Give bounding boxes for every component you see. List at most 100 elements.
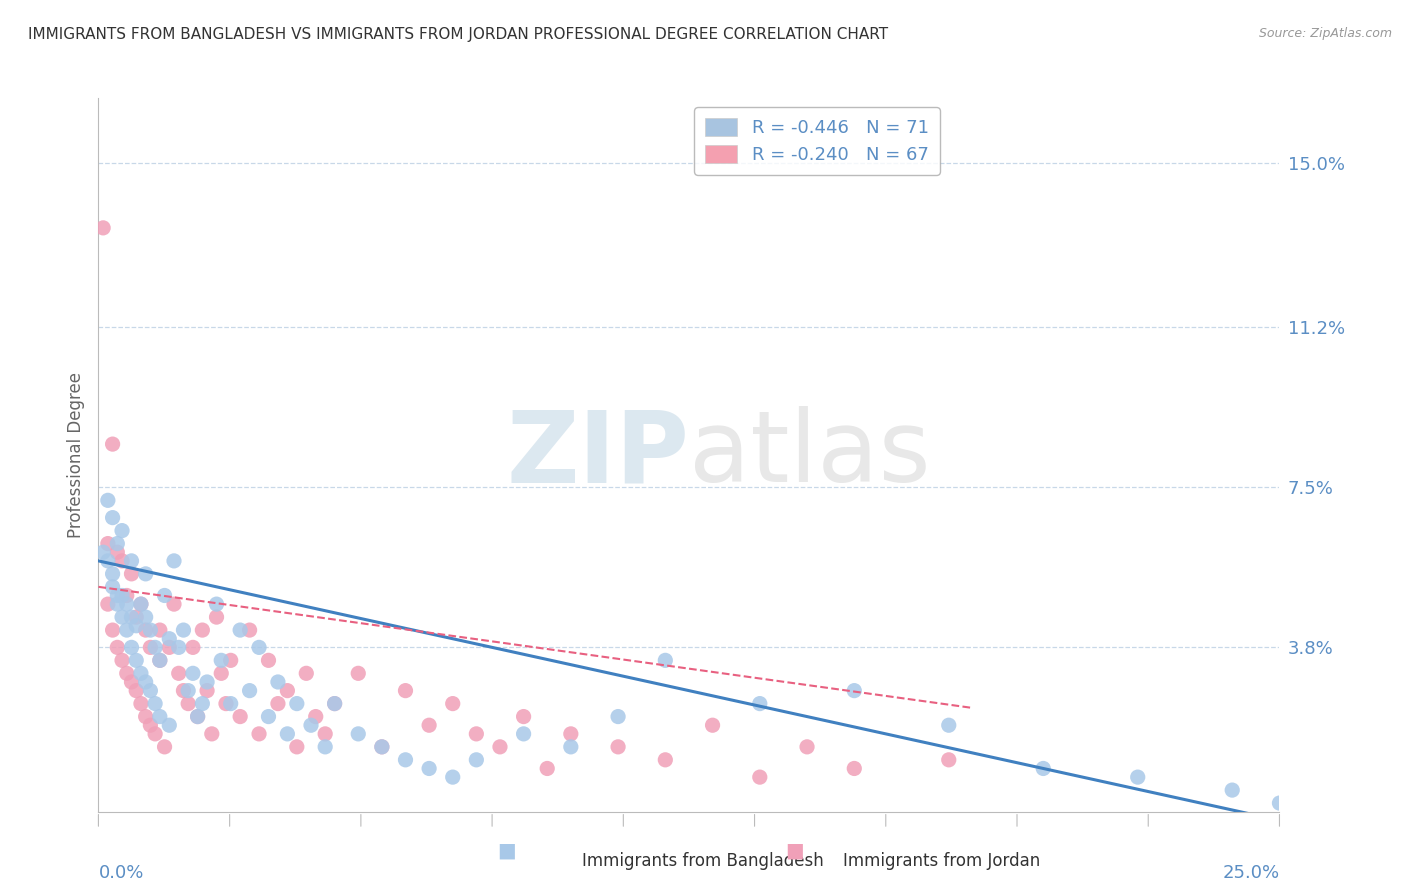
Point [267,675,290,690]
Text: ZIP: ZIP [506,407,689,503]
Point [441,770,464,784]
Point [748,697,770,711]
Point [101,566,124,581]
Point [181,640,204,655]
Point [181,666,204,681]
Point [796,739,818,754]
Point [347,666,370,681]
Point [135,610,157,624]
Point [219,653,242,667]
Point [101,510,124,524]
Point [702,718,724,732]
Text: 0.0%: 0.0% [98,863,143,881]
Point [129,697,152,711]
Point [285,739,308,754]
Point [115,666,138,681]
Point [149,653,172,667]
Point [121,566,143,581]
Point [143,727,166,741]
Point [607,739,630,754]
Point [257,709,280,723]
Point [135,675,157,690]
Point [560,739,582,754]
Point [163,554,186,568]
Point [229,623,252,637]
Point [239,683,262,698]
Point [97,493,120,508]
Point [418,762,440,776]
Point [111,610,134,624]
Point [441,697,464,711]
Point [465,753,488,767]
Point [125,619,148,633]
Point [512,727,534,741]
Point [1220,783,1243,797]
Point [239,623,262,637]
Point [347,727,370,741]
Point [1268,796,1291,810]
Point [167,640,190,655]
Point [125,610,148,624]
Point [121,675,143,690]
Point [172,683,194,698]
Point [149,623,172,637]
Text: ▪: ▪ [496,836,516,865]
Point [512,709,534,723]
Point [299,718,322,732]
Point [139,623,162,637]
Point [371,739,394,754]
Point [91,545,114,559]
Point [139,683,162,698]
Point [844,683,866,698]
Point [139,718,162,732]
Text: atlas: atlas [689,407,931,503]
Point [143,640,166,655]
Point [129,597,152,611]
Point [276,683,298,698]
Point [1126,770,1149,784]
Text: ▪: ▪ [785,836,804,865]
Point [115,597,138,611]
Point [101,437,124,451]
Text: Source: ZipAtlas.com: Source: ZipAtlas.com [1258,27,1392,40]
Point [394,683,416,698]
Point [157,640,180,655]
Point [247,640,270,655]
Point [149,653,172,667]
Point [135,566,157,581]
Text: Immigrants from Jordan: Immigrants from Jordan [844,852,1040,870]
Point [195,675,218,690]
Point [135,623,157,637]
Point [105,640,128,655]
Point [157,632,180,646]
Point [323,697,346,711]
Point [121,610,143,624]
Point [101,623,124,637]
Point [149,709,172,723]
Point [125,683,148,698]
Point [121,640,143,655]
Y-axis label: Professional Degree: Professional Degree [66,372,84,538]
Point [205,610,228,624]
Point [111,554,134,568]
Point [167,666,190,681]
Point [105,597,128,611]
Point [153,589,176,603]
Point [201,727,224,741]
Point [172,623,194,637]
Point [229,709,252,723]
Text: IMMIGRANTS FROM BANGLADESH VS IMMIGRANTS FROM JORDAN PROFESSIONAL DEGREE CORRELA: IMMIGRANTS FROM BANGLADESH VS IMMIGRANTS… [28,27,889,42]
Point [844,762,866,776]
Point [163,597,186,611]
Point [276,727,298,741]
Point [191,623,214,637]
Point [748,770,770,784]
Point [205,597,228,611]
Point [125,653,148,667]
Point [177,683,200,698]
Point [560,727,582,741]
Point [139,640,162,655]
Text: Immigrants from Bangladesh: Immigrants from Bangladesh [582,852,824,870]
Point [157,718,180,732]
Point [153,739,176,754]
